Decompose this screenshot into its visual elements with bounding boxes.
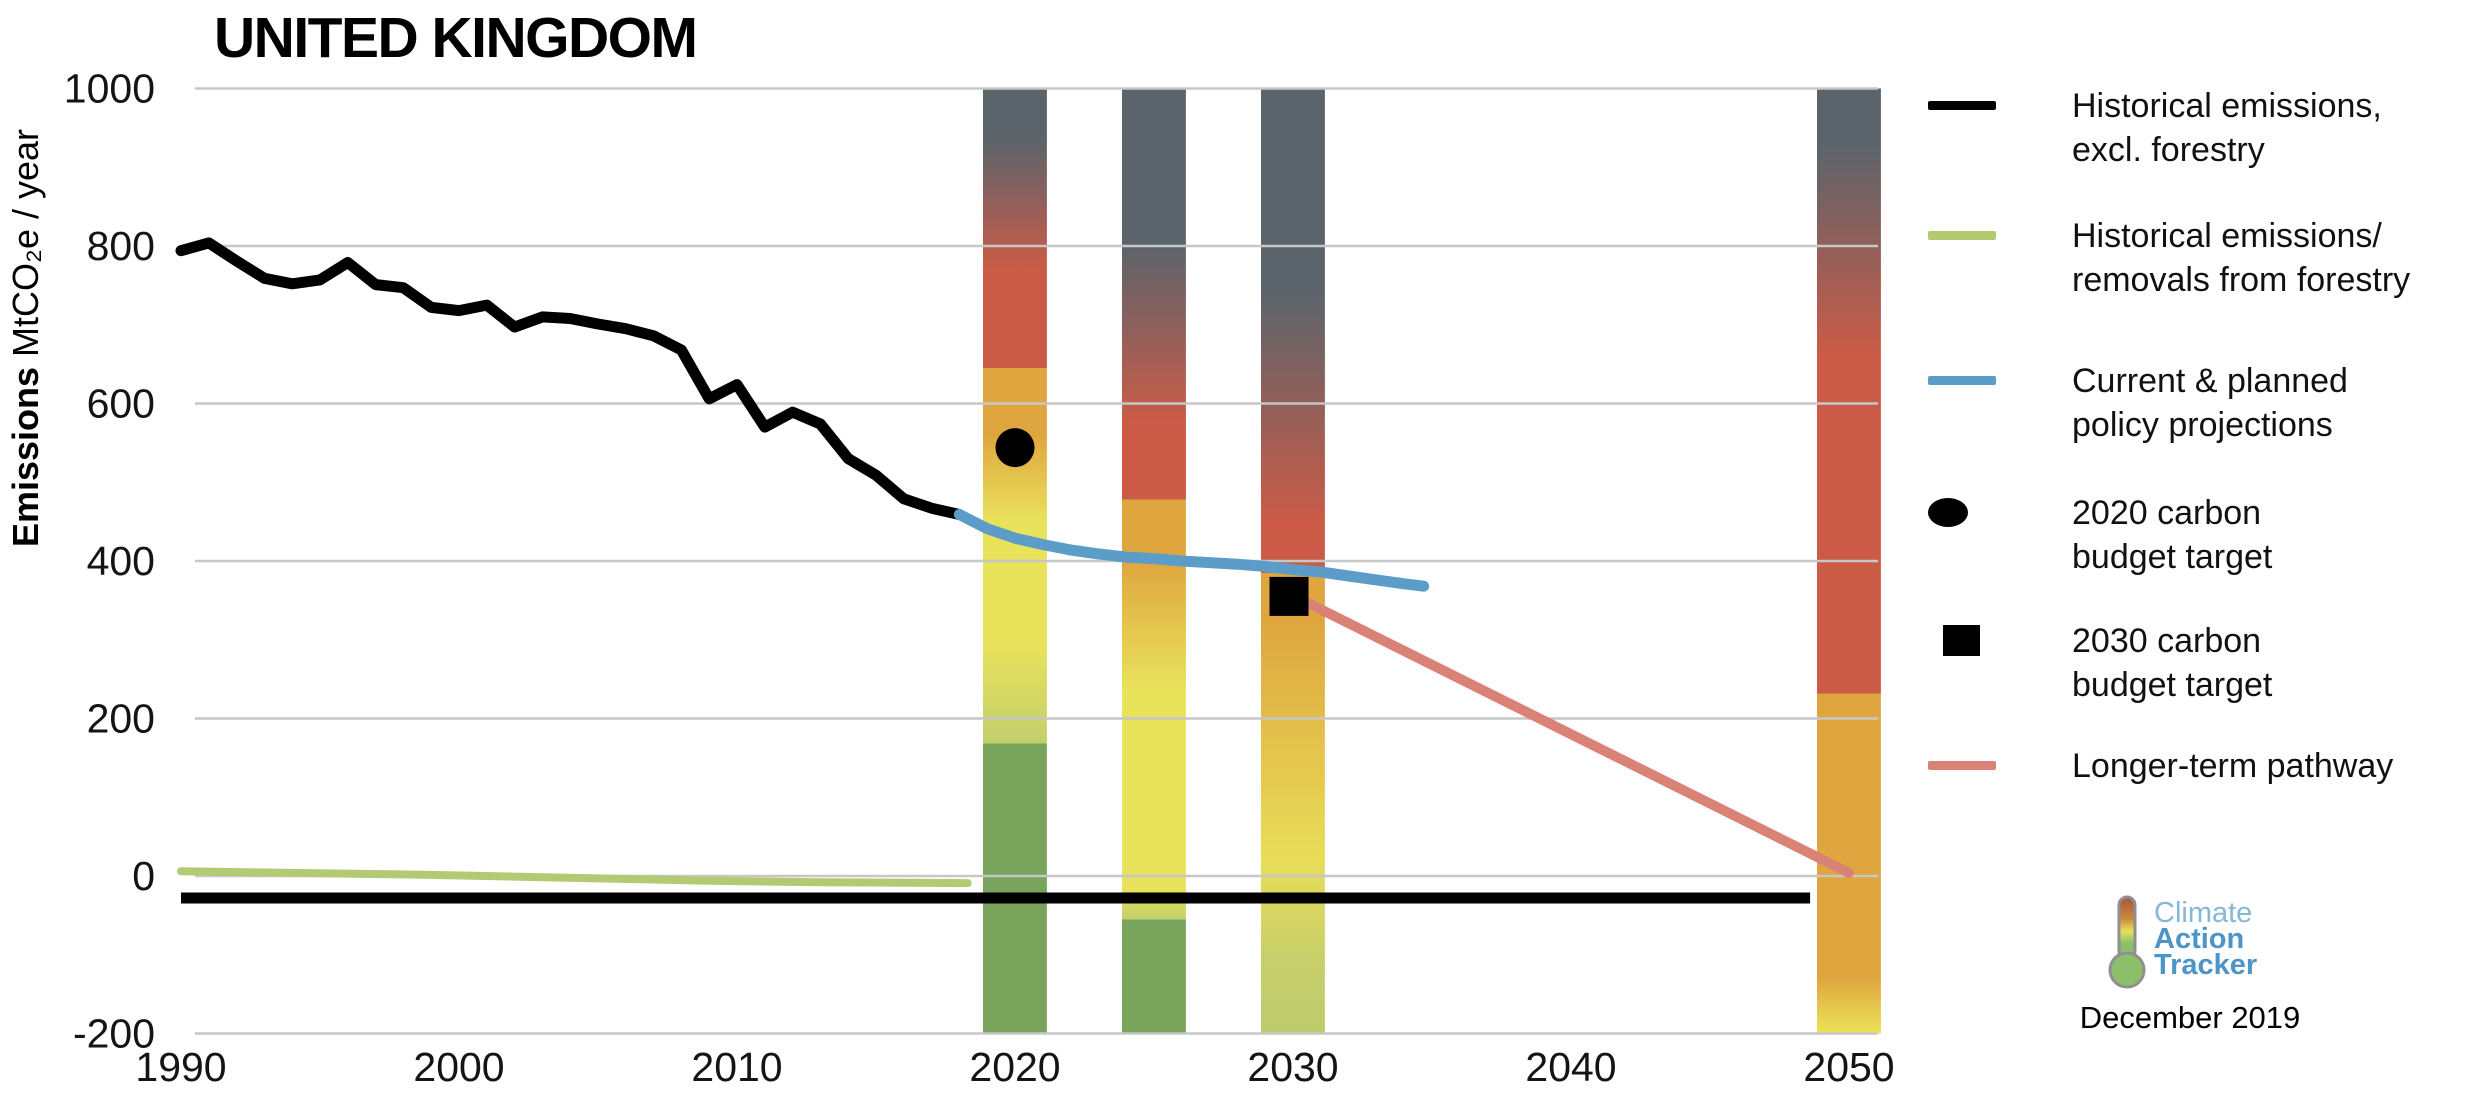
legend-label: Longer-term pathway <box>2072 747 2394 785</box>
forestry-emissions-line <box>177 867 972 888</box>
publication-date: December 2019 <box>2079 1000 2301 1035</box>
logo-word-climate: Climate <box>2154 897 2253 929</box>
svg-text:400: 400 <box>87 538 155 584</box>
legend-label: removals from forestry <box>2072 261 2411 299</box>
page-title: UNITED KINGDOM <box>214 6 698 70</box>
logo-word-tracker: Tracker <box>2154 949 2258 981</box>
legend: Historical emissions, excl. forestry His… <box>1928 0 2478 1099</box>
svg-text:-200: -200 <box>73 1011 155 1057</box>
legend-label: Historical emissions, <box>2072 87 2382 125</box>
svg-text:2030: 2030 <box>1247 1044 1338 1090</box>
y-tick-labels: 1000 800 600 400 200 0 -200 <box>64 66 155 1057</box>
svg-text:200: 200 <box>87 696 155 742</box>
svg-text:2050: 2050 <box>1803 1044 1894 1090</box>
legend-label: Current & planned <box>2072 362 2348 400</box>
historical-emissions-line <box>175 237 965 520</box>
svg-text:800: 800 <box>87 223 155 269</box>
thermometer-icon <box>2108 895 2146 989</box>
legend-label: 2030 carbon <box>2072 622 2262 660</box>
legend-label: Historical emissions/ <box>2072 217 2382 255</box>
target-marker-circle-2020 <box>995 428 1035 468</box>
circle-marker-icon <box>1928 498 1968 527</box>
x-tick-labels: 1990 2000 2010 2020 2030 2040 2050 <box>135 1044 1894 1090</box>
pathway-line-swatch <box>1928 761 1996 770</box>
legend-label: budget target <box>2072 538 2273 576</box>
legend-label: budget target <box>2072 666 2273 704</box>
historical-line-swatch <box>1928 101 1996 110</box>
svg-text:2010: 2010 <box>691 1044 782 1090</box>
svg-text:2040: 2040 <box>1525 1044 1616 1090</box>
svg-text:1990: 1990 <box>135 1044 226 1090</box>
legend-label: excl. forestry <box>2072 131 2265 169</box>
svg-text:600: 600 <box>87 381 155 427</box>
svg-text:2020: 2020 <box>969 1044 1060 1090</box>
target-marker-square-2030 <box>1269 576 1309 616</box>
logo-word-action: Action <box>2154 923 2245 955</box>
svg-text:0: 0 <box>132 853 155 899</box>
svg-text:1000: 1000 <box>64 66 155 112</box>
legend-label: 2020 carbon <box>2072 494 2262 532</box>
legend-label: policy projections <box>2072 406 2333 444</box>
climate-action-tracker-logo: Climate Action Tracker <box>2106 894 2416 995</box>
svg-text:2000: 2000 <box>413 1044 504 1090</box>
square-marker-icon <box>1943 625 1980 656</box>
longer-term-pathway-line <box>1296 594 1854 878</box>
policy-projection-line <box>953 509 1430 592</box>
projection-line-swatch <box>1928 376 1996 385</box>
forestry-line-swatch <box>1928 231 1996 240</box>
